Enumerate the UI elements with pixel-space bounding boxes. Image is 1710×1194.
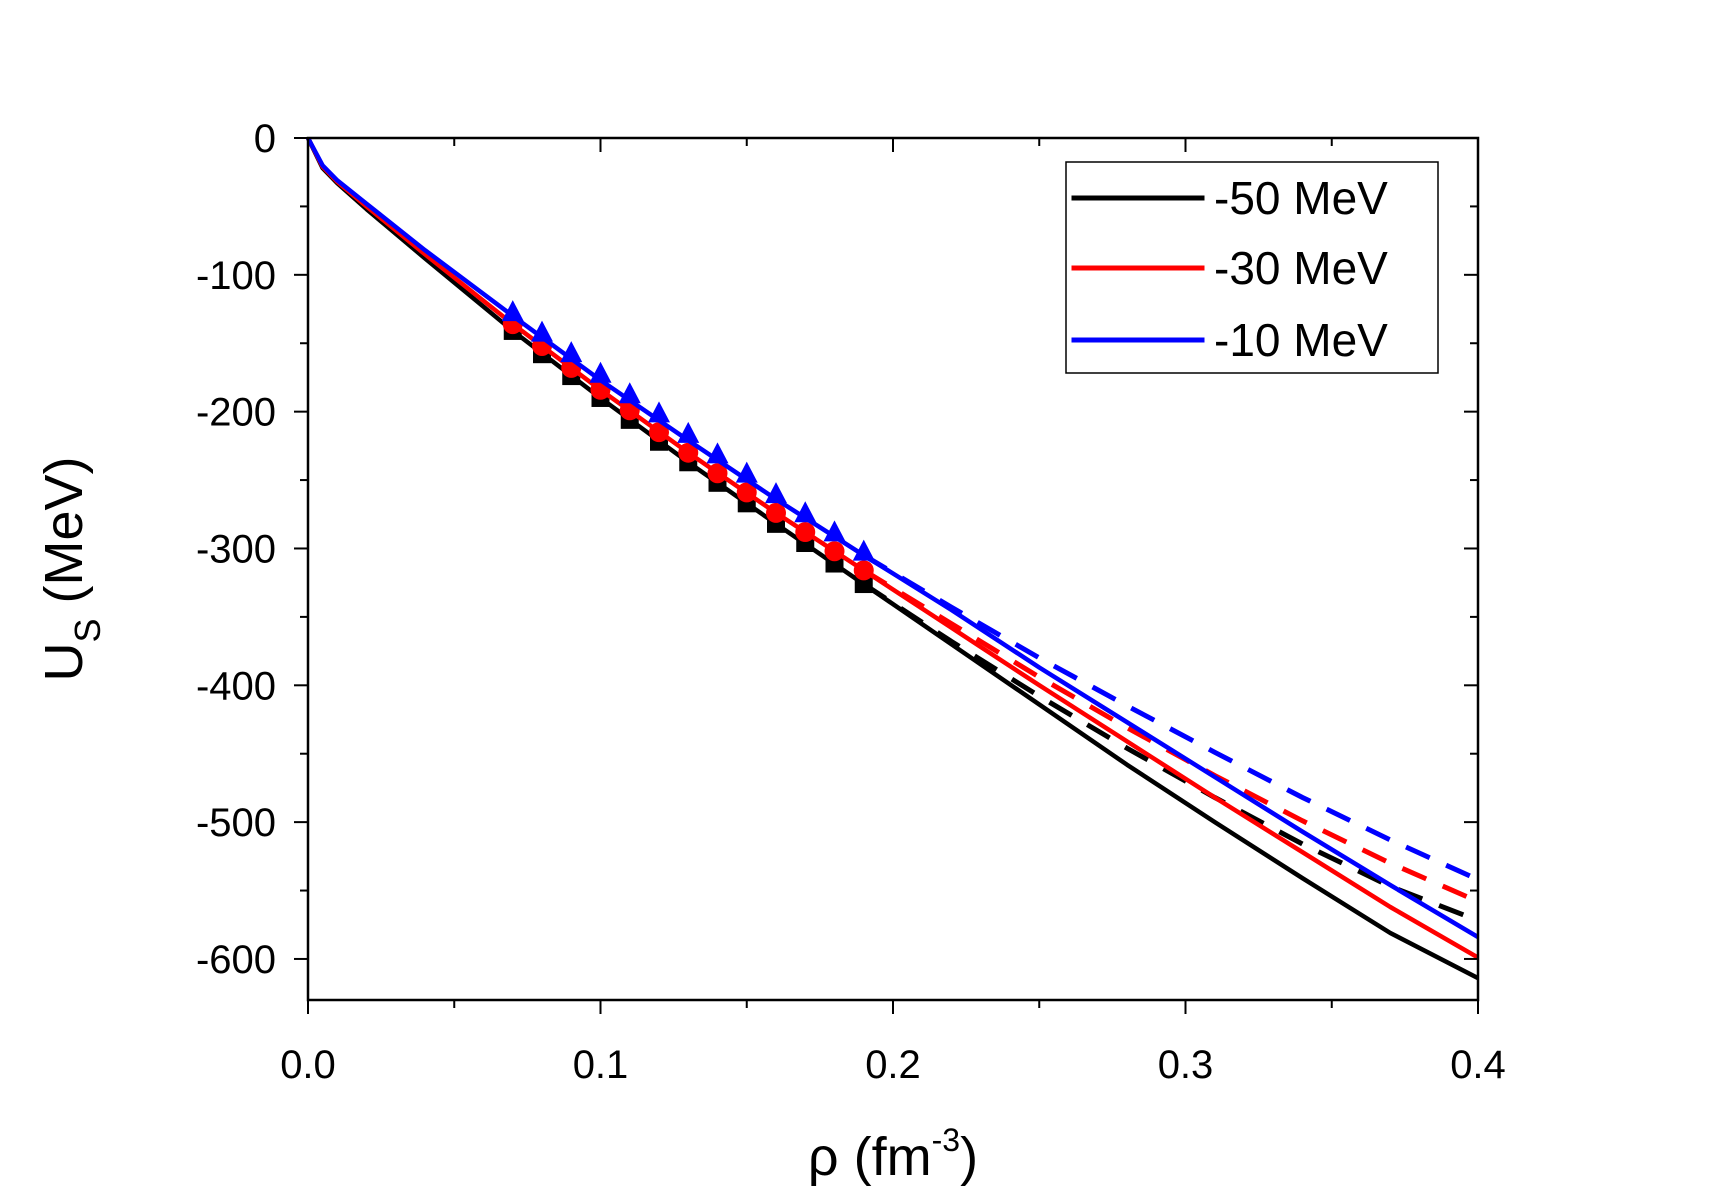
series-3-marker xyxy=(618,382,641,404)
y-axis-title-tail: (MeV) xyxy=(34,456,94,618)
y-tick-label: 0 xyxy=(254,117,276,161)
series-2-marker xyxy=(766,502,786,523)
y-tick-label: -200 xyxy=(196,391,276,435)
x-tick-label: 0.1 xyxy=(573,1043,629,1087)
y-axis-title: US (MeV) xyxy=(34,456,108,681)
series-2-marker xyxy=(795,522,816,543)
x-tick-label: 0.3 xyxy=(1158,1043,1214,1087)
series-3-marker xyxy=(852,539,875,561)
x-axis-title: ρ (fm-3) xyxy=(808,1122,978,1187)
series-3-marker xyxy=(765,482,787,504)
series-3-dashed-line xyxy=(862,553,1480,882)
series-3-marker xyxy=(501,300,524,322)
series-layer xyxy=(305,136,1480,981)
series-2-marker xyxy=(736,482,757,503)
x-tick-label: 0.2 xyxy=(865,1043,921,1087)
y-axis-title-subscript: S xyxy=(67,618,108,642)
legend-label-series-2: -30 MeV xyxy=(1214,242,1388,294)
series-3 xyxy=(306,136,1480,940)
series-2-marker xyxy=(678,442,699,463)
legend: -50 MeV -30 MeV -10 MeV xyxy=(1065,161,1439,374)
legend-label-series-1: -50 MeV xyxy=(1214,172,1388,224)
x-tick-label: 0.4 xyxy=(1450,1043,1506,1087)
series-3-marker xyxy=(648,401,670,423)
series-3-marker xyxy=(735,461,758,483)
series-2-marker xyxy=(649,422,669,443)
x-axis-title-tail: ) xyxy=(960,1127,978,1187)
y-axis-title-main: U xyxy=(34,643,94,682)
series-3-marker xyxy=(706,442,729,464)
x-axis-title-superscript: -3 xyxy=(932,1122,960,1158)
x-tick-label: 0.0 xyxy=(280,1043,336,1087)
series-3-marker xyxy=(560,341,583,363)
series-2-marker xyxy=(824,541,845,562)
series-3-marker xyxy=(531,320,553,342)
series-1-dashed-line xyxy=(862,582,1479,923)
x-axis-title-main: ρ (fm xyxy=(808,1127,932,1187)
series-2-marker xyxy=(853,560,874,581)
tick-labels-layer: 0.0 0.1 0.2 0.3 0.4 0 -100 -200 -300 -400 -500 -600 xyxy=(196,117,1506,1087)
y-tick-label: -100 xyxy=(196,254,276,298)
series-3-marker xyxy=(677,421,700,443)
series-2-marker xyxy=(707,463,728,484)
series-3-marker xyxy=(823,520,846,542)
legend-label-series-3: -10 MeV xyxy=(1214,314,1388,366)
ticks-layer xyxy=(294,137,1479,1014)
series-3-marker xyxy=(589,361,612,383)
y-tick-label: -600 xyxy=(196,938,276,982)
y-tick-label: -400 xyxy=(196,664,276,708)
series-1-marker xyxy=(854,575,873,594)
series-3-marker xyxy=(794,501,817,523)
y-tick-label: -500 xyxy=(196,801,276,845)
y-tick-label: -300 xyxy=(196,527,276,571)
